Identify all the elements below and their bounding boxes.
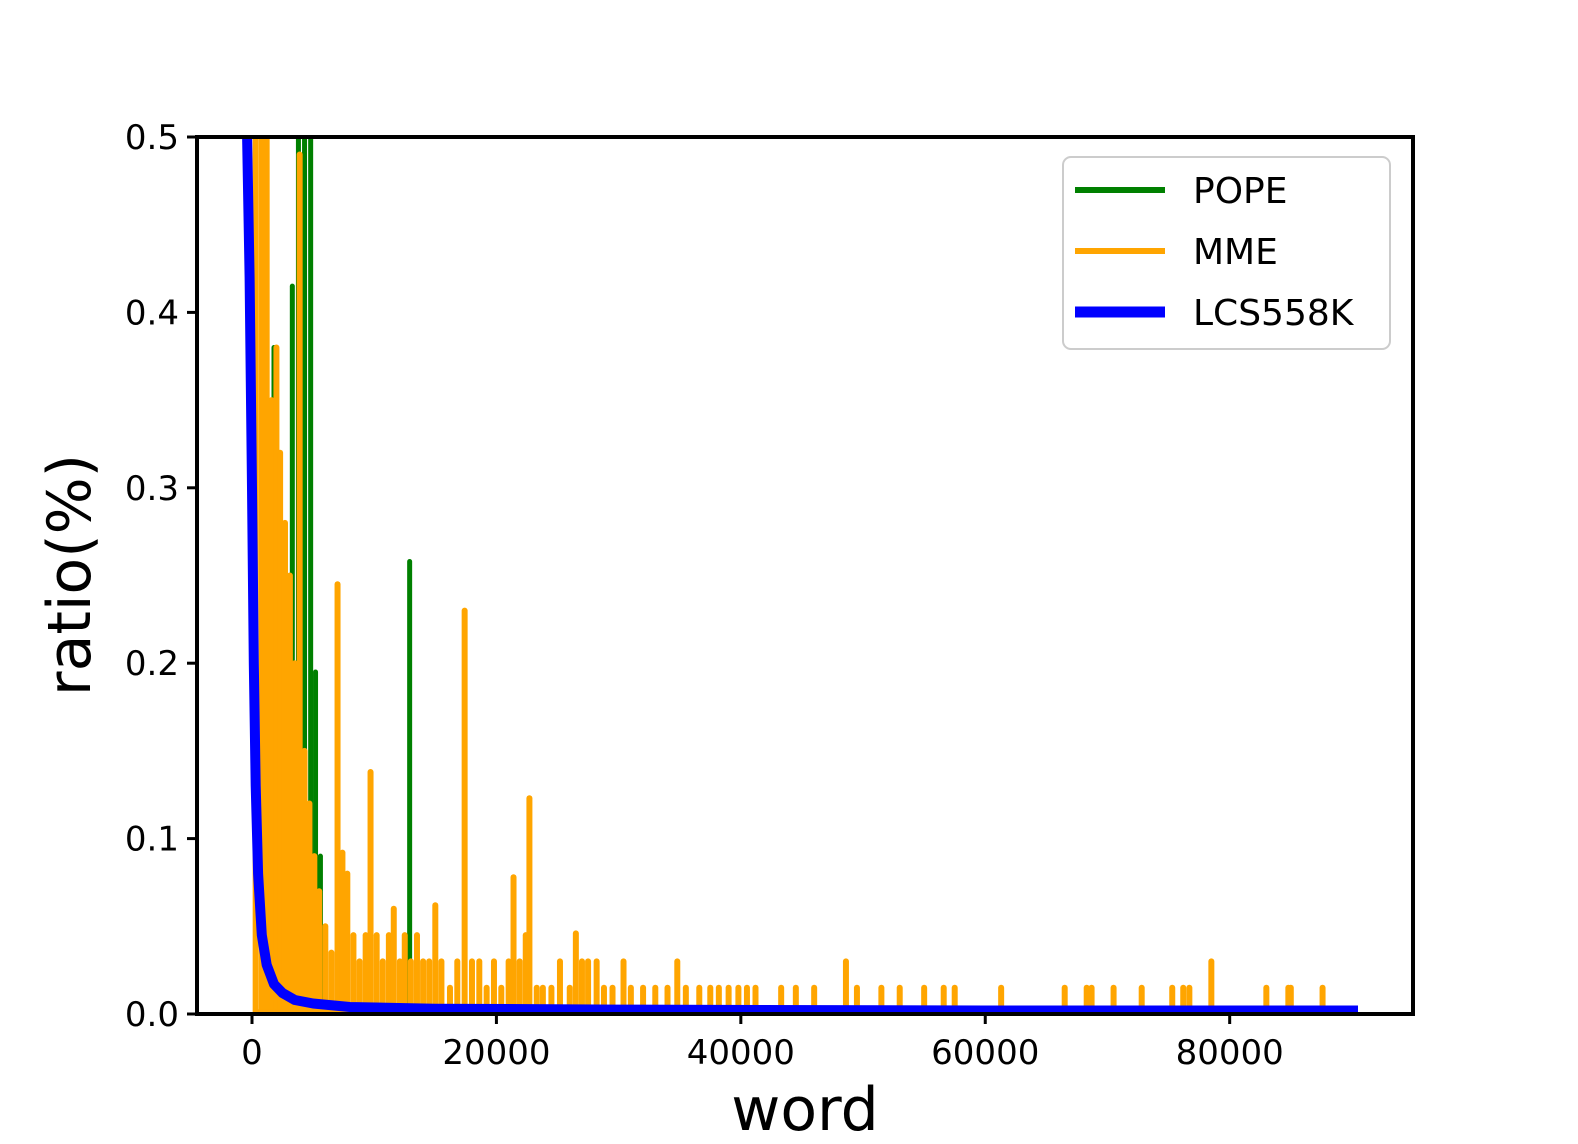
x-tick-label: 40000 <box>687 1033 795 1073</box>
x-tick-label: 20000 <box>442 1033 550 1073</box>
legend-label-pope: POPE <box>1193 171 1288 212</box>
x-tick-label: 0 <box>241 1033 263 1073</box>
series-layer <box>242 137 1358 1014</box>
y-tick-label: 0.3 <box>125 469 179 509</box>
y-tick-label: 0.5 <box>125 118 179 158</box>
series-lcs558k <box>242 137 1358 1014</box>
y-axis: 0.0 0.1 0.2 0.3 0.4 0.5 <box>125 118 197 1035</box>
line-lcs558k <box>242 137 1358 1014</box>
legend-label-mme: MME <box>1193 232 1278 273</box>
y-axis-title: ratio(%) <box>35 454 105 696</box>
y-tick-label: 0.4 <box>125 293 179 333</box>
plot-frame <box>195 135 1415 1016</box>
legend: POPE MME LCS558K <box>1062 156 1391 350</box>
legend-box <box>1062 156 1391 350</box>
y-tick-label: 0.0 <box>125 995 179 1035</box>
y-tick-label: 0.1 <box>125 820 179 860</box>
x-axis: 0 20000 40000 60000 80000 <box>241 1014 1284 1073</box>
x-axis-title: word <box>731 1075 878 1144</box>
y-tick-label: 0.2 <box>125 644 179 684</box>
legend-label-lcs558k: LCS558K <box>1193 293 1355 334</box>
x-tick-label: 80000 <box>1176 1033 1284 1073</box>
x-tick-label: 60000 <box>931 1033 1039 1073</box>
